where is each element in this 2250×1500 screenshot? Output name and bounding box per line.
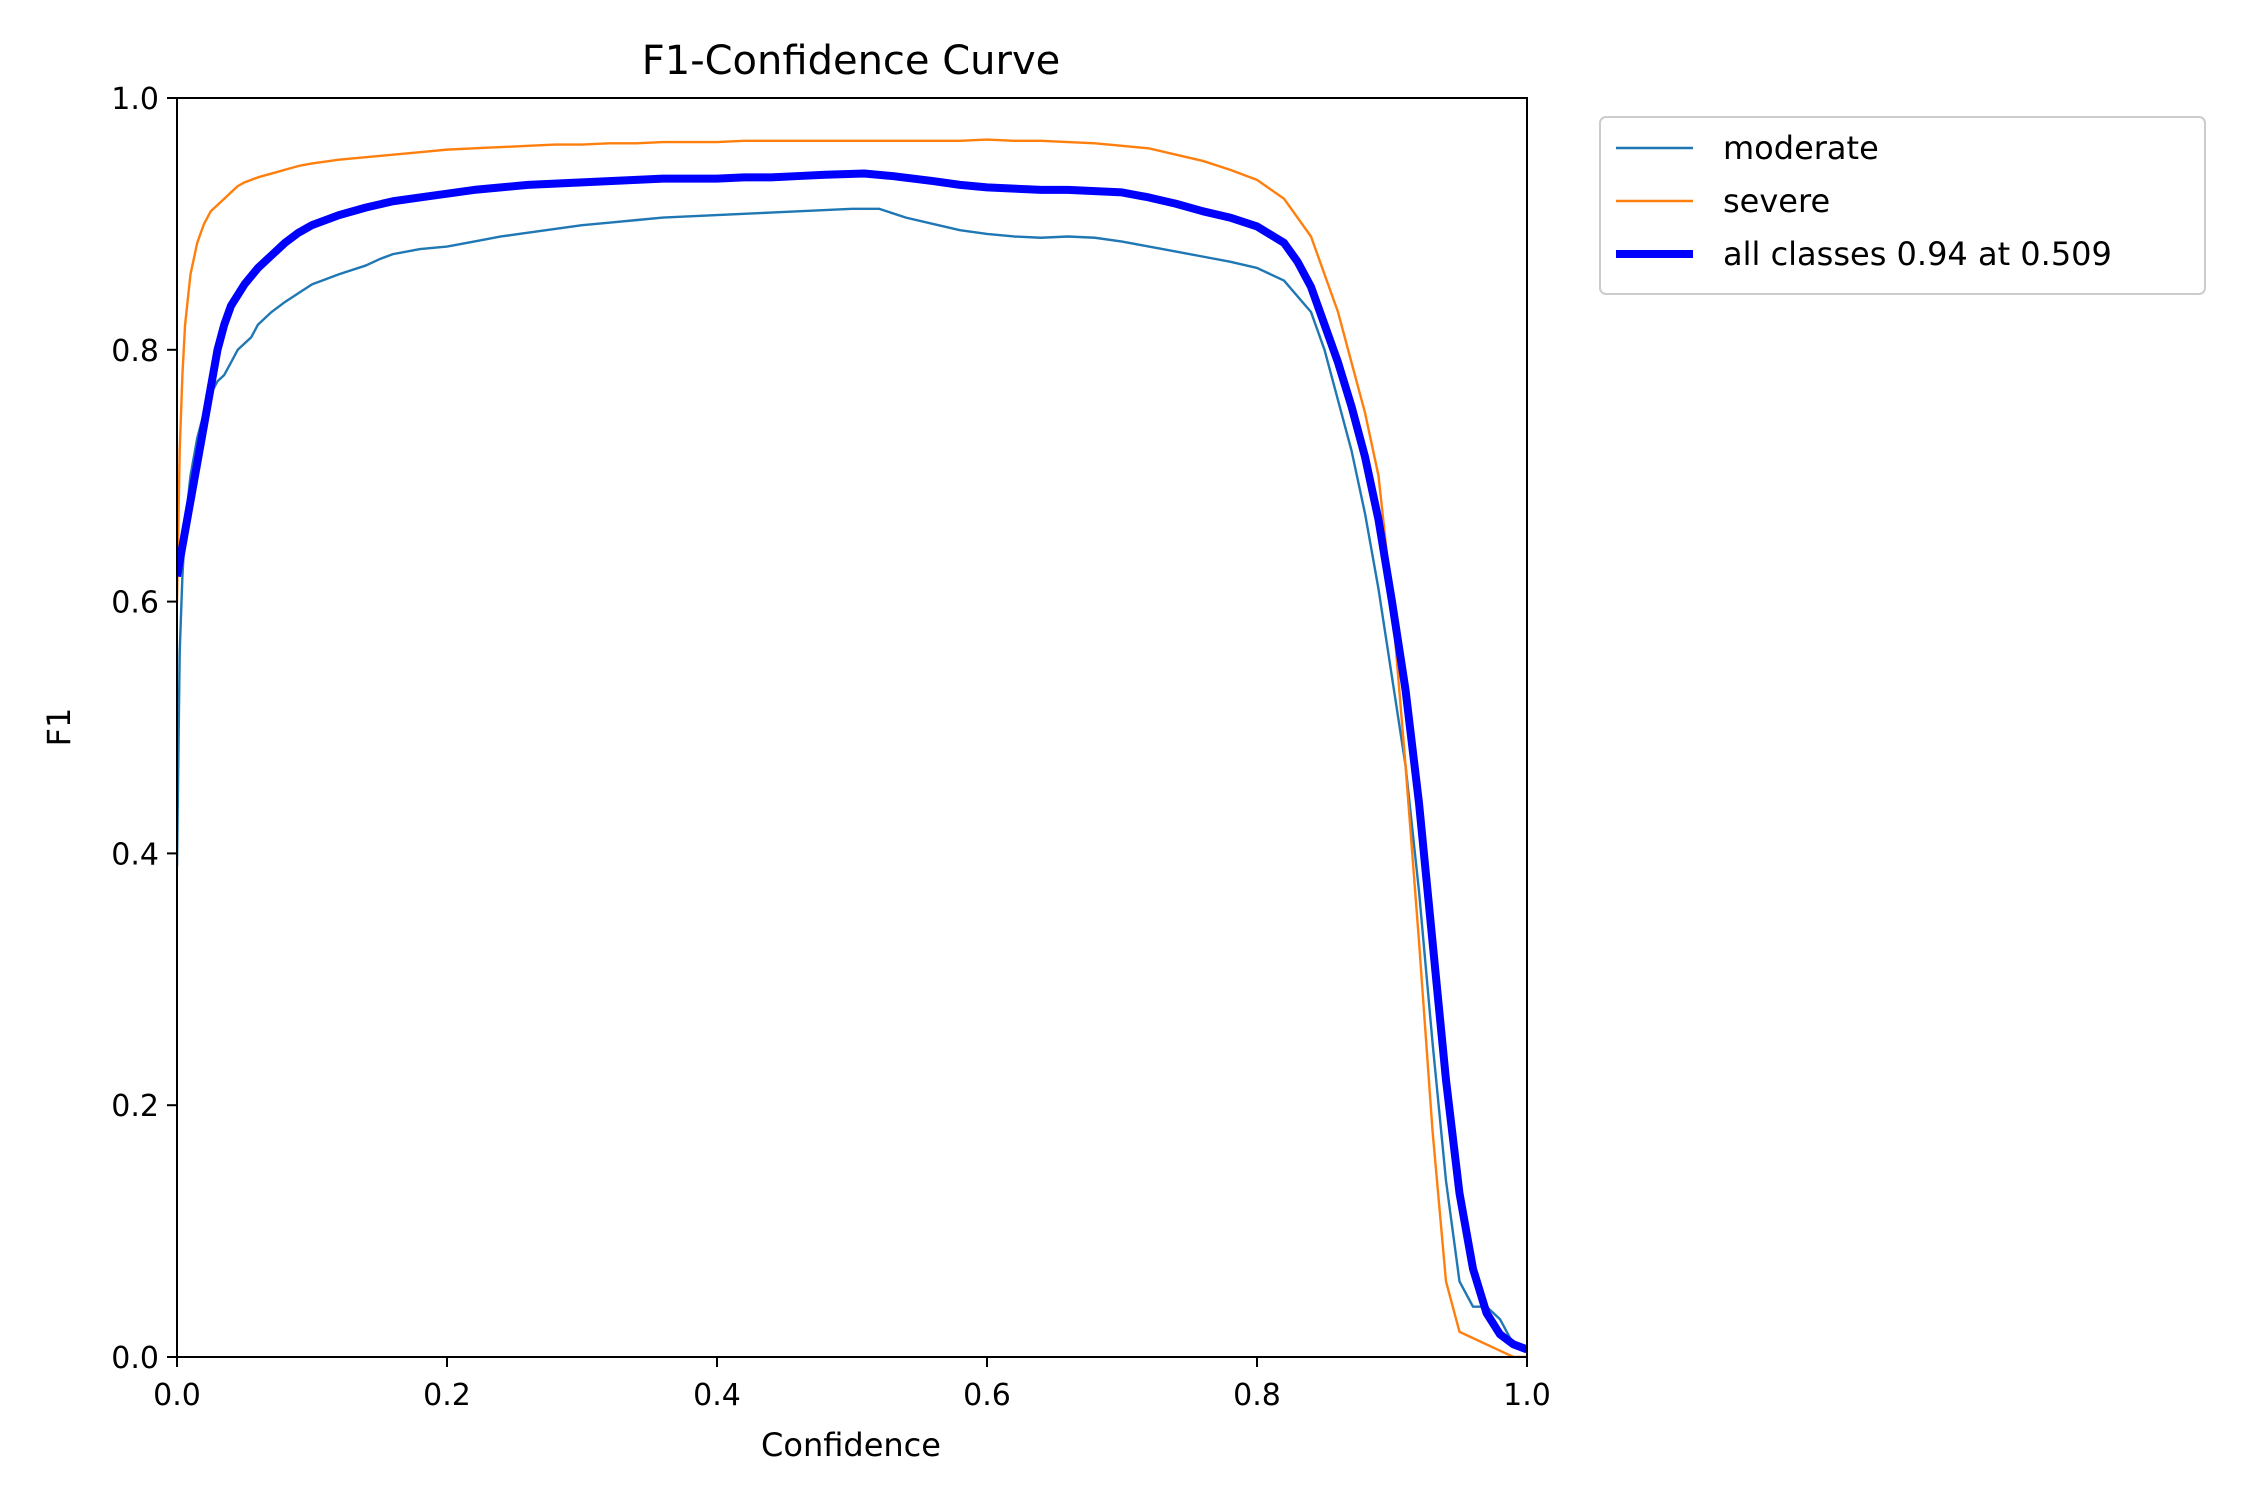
plot-area <box>177 138 1527 1357</box>
series-layer <box>177 138 1527 1357</box>
series-line-all-classes-0-94-at-0-509 <box>177 169 1527 1354</box>
legend-items: moderate severe all classes 0.94 at 0.509 <box>1616 129 2112 273</box>
y-axis-ticks: 0.0 0.2 0.4 0.6 0.8 1.0 <box>111 82 177 1376</box>
x-tick-label: 0.4 <box>693 1378 741 1413</box>
legend: moderate severe all classes 0.94 at 0.509 <box>1599 116 2206 295</box>
y-tick-label: 1.0 <box>111 82 159 117</box>
x-tick-label: 0.2 <box>423 1378 471 1413</box>
y-axis-label: F1 <box>40 708 78 747</box>
y-tick-label: 0.8 <box>111 334 159 369</box>
y-tick-label: 0.4 <box>111 837 159 872</box>
x-tick-label: 0.8 <box>1233 1378 1281 1413</box>
x-tick-label: 1.0 <box>1503 1378 1551 1413</box>
series-line-moderate <box>177 207 1527 1352</box>
legend-frame <box>1599 116 2206 295</box>
legend-label-moderate: moderate <box>1723 129 1879 167</box>
x-tick-label: 0.0 <box>153 1378 201 1413</box>
x-axis-label: Confidence <box>761 1426 941 1464</box>
plot-frame <box>176 97 1528 1358</box>
y-tick-label: 0.2 <box>111 1089 159 1124</box>
legend-label-severe: severe <box>1723 182 1830 220</box>
chart-title: F1-Confidence Curve <box>642 38 1061 84</box>
legend-label-all-classes-0-94-at-0-509: all classes 0.94 at 0.509 <box>1723 235 2112 273</box>
y-tick-label: 0.0 <box>111 1341 159 1376</box>
x-axis-ticks: 0.0 0.2 0.4 0.6 0.8 1.0 <box>153 1357 1551 1413</box>
y-tick-label: 0.6 <box>111 586 159 621</box>
series-line-severe <box>177 138 1527 1357</box>
x-tick-label: 0.6 <box>963 1378 1011 1413</box>
